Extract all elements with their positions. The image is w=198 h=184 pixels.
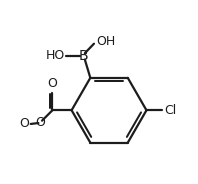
Text: HO: HO [46, 49, 65, 62]
Text: O: O [36, 116, 46, 129]
Text: OH: OH [96, 35, 115, 48]
Text: Cl: Cl [164, 104, 176, 117]
Text: O: O [48, 77, 57, 90]
Text: O: O [19, 117, 29, 130]
Text: B: B [78, 49, 88, 63]
